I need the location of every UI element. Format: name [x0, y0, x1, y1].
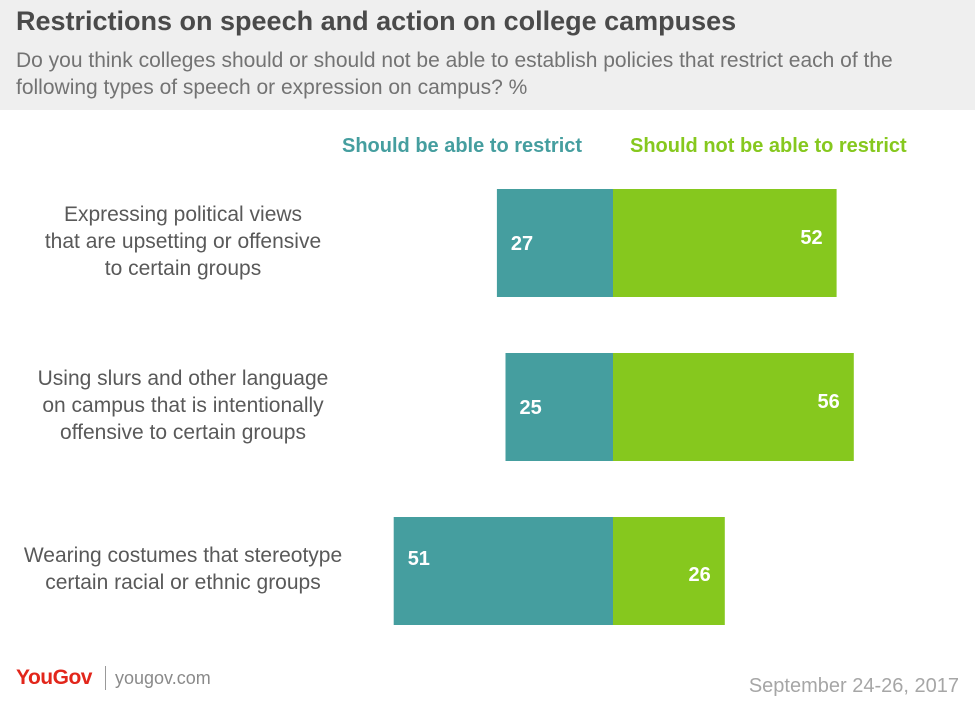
bar-should-not-restrict [613, 517, 725, 625]
row-label-line: Expressing political views [63, 202, 303, 226]
header-band: Restrictions on speech and action on col… [0, 0, 975, 110]
row-label-line: offensive to certain groups [60, 420, 306, 444]
row-label: Wearing costumes that stereotype certain … [0, 542, 373, 596]
row-label-line: on campus that is intentionally [42, 393, 324, 417]
data-label-should-restrict: 25 [520, 397, 542, 419]
row-label-line: Using slurs and other language [37, 366, 329, 390]
footer-site: yougov.com [115, 668, 211, 688]
legend-should-not-restrict: Should not be able to restrict [630, 135, 907, 157]
row-label-line: Wearing costumes that stereotype [23, 544, 343, 567]
bar-should-restrict [505, 353, 613, 461]
row-label: Expressing political views that are upset… [0, 201, 373, 282]
row-label-line: to certain groups [104, 256, 262, 280]
bar-should-restrict [496, 189, 613, 297]
chart-subtitle: Do you think colleges should or should n… [16, 49, 893, 99]
data-label-should-restrict: 51 [408, 548, 430, 570]
yougov-logo: YouGov [16, 666, 92, 689]
bar-should-not-restrict [613, 189, 837, 297]
data-label-should-not-restrict: 26 [689, 564, 711, 586]
chart-title: Restrictions on speech and action on col… [16, 6, 737, 36]
row-label: Using slurs and other language on campus … [0, 365, 373, 446]
footer-divider [105, 666, 106, 690]
footer-date: September 24-26, 2017 [748, 675, 959, 697]
data-label-should-restrict: 27 [511, 233, 533, 255]
bar-should-restrict [393, 517, 613, 625]
legend-should-restrict: Should be able to restrict [342, 135, 583, 157]
row-label-line: certain racial or ethnic groups [45, 571, 321, 594]
data-label-should-not-restrict: 56 [818, 391, 840, 413]
data-label-should-not-restrict: 52 [800, 227, 822, 249]
bar-should-not-restrict [613, 353, 854, 461]
row-label-line: that are upsetting or offensive [44, 229, 322, 253]
